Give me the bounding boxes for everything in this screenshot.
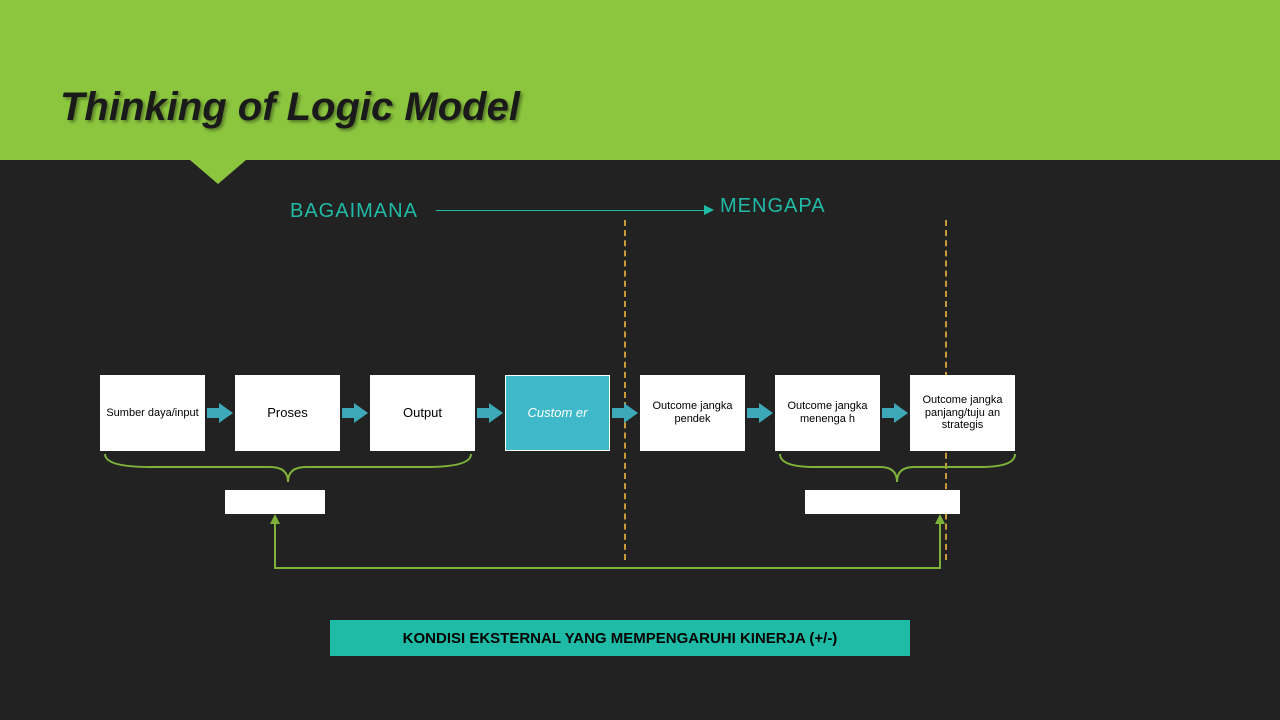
arrow-icon: [745, 403, 775, 423]
box-outcome-long: Outcome jangka panjang/tuju an strategis: [910, 375, 1015, 451]
label-mengapa: MENGAPA: [720, 195, 826, 218]
box-input: Sumber daya/input: [100, 375, 205, 451]
arrow-icon: [475, 403, 505, 423]
arrow-icon: [340, 403, 370, 423]
bracket-right: [775, 452, 1025, 492]
flow-row: Sumber daya/input Proses Output Custom e…: [100, 375, 1015, 451]
feedback-line: [270, 510, 970, 590]
header-band: [0, 0, 1280, 160]
bottom-bar: KONDISI EKSTERNAL YANG MEMPENGARUHI KINE…: [330, 620, 910, 656]
arrow-icon: [205, 403, 235, 423]
box-proses: Proses: [235, 375, 340, 451]
arrow-icon: [880, 403, 910, 423]
box-outcome-short: Outcome jangka pendek: [640, 375, 745, 451]
box-customer: Custom er: [505, 375, 610, 451]
box-output: Output: [370, 375, 475, 451]
page-title: Thinking of Logic Model: [60, 85, 520, 130]
bracket-left: [100, 452, 480, 492]
top-arrow-line: [436, 210, 706, 211]
label-bagaimana: BAGAIMANA: [290, 200, 418, 223]
box-outcome-mid: Outcome jangka menenga h: [775, 375, 880, 451]
arrow-icon: [610, 403, 640, 423]
header-notch: [190, 160, 246, 184]
top-arrow-head-icon: [704, 205, 714, 215]
